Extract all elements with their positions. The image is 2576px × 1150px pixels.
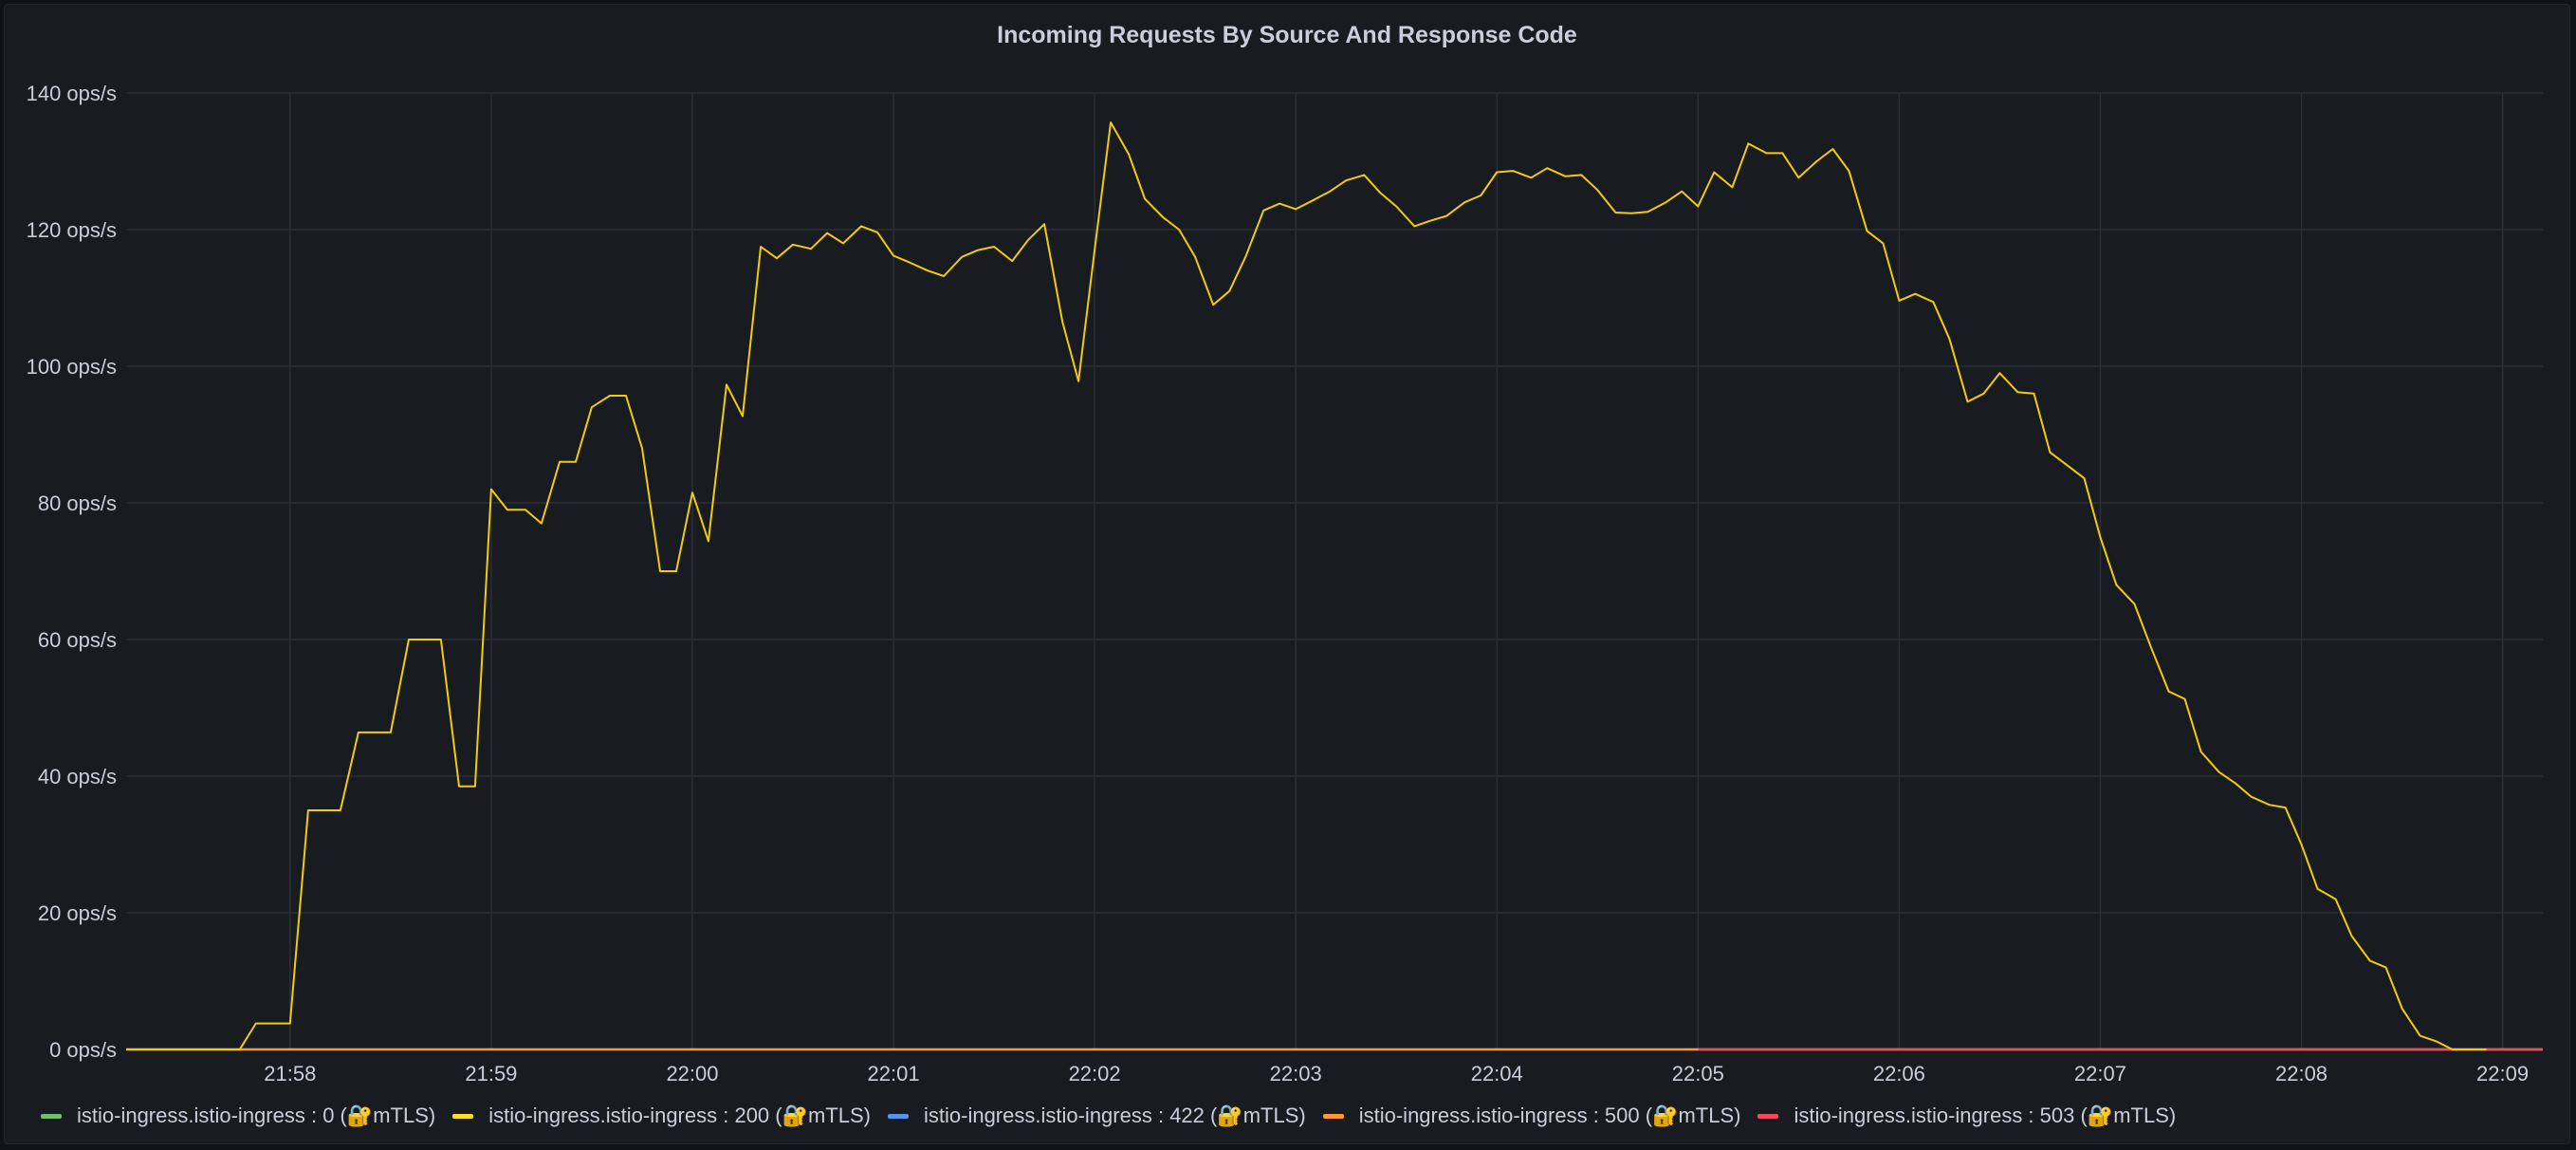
series-line-1 [126, 121, 2487, 1050]
legend-swatch [1757, 1113, 1779, 1119]
legend-item-503[interactable]: istio-ingress.istio-ingress : 503 (🔐mTLS… [1757, 1104, 2176, 1128]
legend-item-200[interactable]: istio-ingress.istio-ingress : 200 (🔐mTLS… [452, 1104, 871, 1128]
panel-title[interactable]: Incoming Requests By Source And Response… [997, 22, 1577, 48]
y-tick-label: 140 ops/s [27, 82, 117, 105]
legend: istio-ingress.istio-ingress : 0 (🔐mTLS) … [41, 1104, 2193, 1128]
x-tick-label: 22:02 [1069, 1062, 1121, 1085]
x-axis-ticks: 21:58 21:59 22:00 22:01 22:02 22:03 22:04 22:05… [264, 1062, 2529, 1085]
chart: 0 ops/s 20 ops/s 40 ops/s 60 ops/s 80 ops/s 1… [27, 82, 2543, 1085]
y-tick-label: 100 ops/s [27, 355, 117, 379]
y-tick-label: 40 ops/s [38, 765, 117, 788]
y-axis-ticks: 0 ops/s 20 ops/s 40 ops/s 60 ops/s 80 ops/s 1… [27, 82, 117, 1062]
y-tick-label: 120 ops/s [27, 218, 117, 242]
legend-swatch [41, 1113, 62, 1119]
y-tick-label: 20 ops/s [38, 901, 117, 925]
legend-item-0[interactable]: istio-ingress.istio-ingress : 0 (🔐mTLS) [41, 1104, 435, 1128]
series-group [126, 121, 2543, 1051]
y-tick-label: 0 ops/s [49, 1038, 117, 1062]
legend-item-500[interactable]: istio-ingress.istio-ingress : 500 (🔐mTLS… [1322, 1104, 1741, 1128]
x-tick-label: 22:04 [1471, 1062, 1523, 1085]
legend-label: istio-ingress.istio-ingress : 500 (🔐mTLS… [1358, 1104, 1741, 1127]
x-tick-label: 22:07 [2074, 1062, 2126, 1085]
legend-label: istio-ingress.istio-ingress : 200 (🔐mTLS… [488, 1104, 871, 1127]
legend-swatch [1322, 1113, 1344, 1119]
x-tick-label: 22:05 [1672, 1062, 1724, 1085]
panel: Incoming Requests By Source And Response… [4, 4, 2570, 1144]
x-tick-label: 21:59 [465, 1062, 517, 1085]
x-tick-label: 22:00 [666, 1062, 718, 1085]
y-tick-label: 60 ops/s [38, 628, 117, 652]
legend-label: istio-ingress.istio-ingress : 0 (🔐mTLS) [77, 1104, 436, 1127]
legend-label: istio-ingress.istio-ingress : 422 (🔐mTLS… [924, 1104, 1306, 1127]
x-tick-label: 22:09 [2476, 1062, 2529, 1085]
legend-swatch [452, 1113, 474, 1119]
legend-item-422[interactable]: istio-ingress.istio-ingress : 422 (🔐mTLS… [888, 1104, 1306, 1128]
grid [126, 92, 2543, 1050]
x-tick-label: 22:08 [2275, 1062, 2328, 1085]
x-tick-label: 22:06 [1873, 1062, 1925, 1085]
legend-swatch [888, 1113, 909, 1119]
x-tick-label: 21:58 [264, 1062, 316, 1085]
x-tick-label: 22:01 [868, 1062, 920, 1085]
legend-label: istio-ingress.istio-ingress : 503 (🔐mTLS… [1794, 1104, 2177, 1127]
x-tick-label: 22:03 [1270, 1062, 1322, 1085]
y-tick-label: 80 ops/s [38, 492, 117, 515]
